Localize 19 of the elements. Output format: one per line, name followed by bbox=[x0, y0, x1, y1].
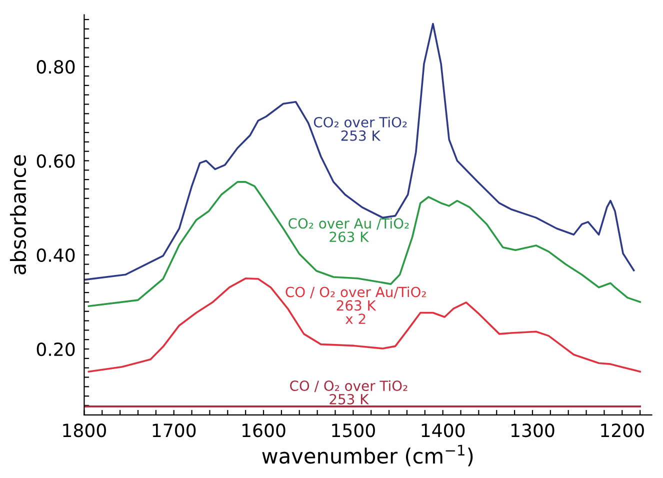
series-label: CO₂ over TiO₂ 253 K bbox=[314, 116, 407, 141]
x-tick-label: 1300 bbox=[511, 424, 554, 438]
y-tick-label: 0.40 bbox=[36, 248, 75, 262]
x-tick-label: 1400 bbox=[422, 424, 465, 438]
line-series bbox=[88, 278, 641, 373]
series-label: CO / O₂ over Au/TiO₂ 263 K x 2 bbox=[286, 286, 426, 324]
line-series bbox=[84, 22, 635, 281]
x-tick-label: 1700 bbox=[152, 424, 196, 438]
y-tick-label: 0.80 bbox=[36, 60, 75, 74]
series-label: CO₂ over Au /TiO₂ 263 K bbox=[288, 218, 409, 242]
x-axis-title: wavenumber (cm$^{−1}$) bbox=[262, 444, 473, 466]
x-tick-label: 1200 bbox=[601, 424, 644, 438]
x-tick-label: 1600 bbox=[242, 424, 286, 438]
x-tick-label: 1800 bbox=[63, 424, 106, 438]
y-tick-label: 0.60 bbox=[36, 154, 75, 168]
y-tick-label: 0.20 bbox=[36, 342, 75, 356]
x-tick-label: 1500 bbox=[332, 424, 375, 438]
y-axis-title: absorbance bbox=[10, 155, 26, 274]
series-label: CO / O₂ over TiO₂ 253 K bbox=[290, 380, 408, 404]
